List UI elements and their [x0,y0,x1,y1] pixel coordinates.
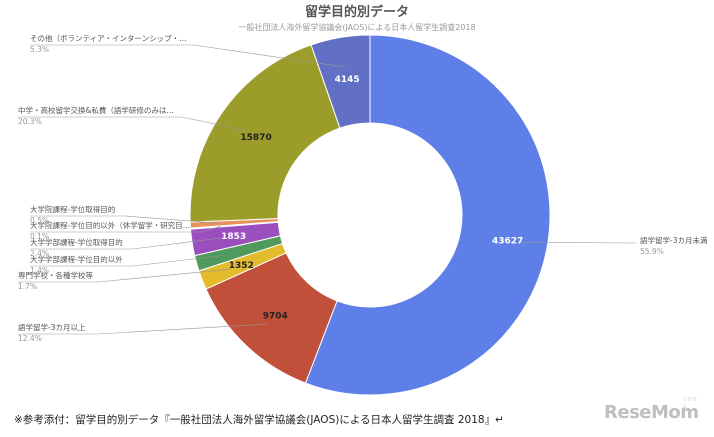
slice-7 [189,44,341,223]
leader-line-4 [30,237,222,250]
slice-percent-3: 1.4% [30,266,49,275]
footer-caption: ※参考添付：留学目的別データ『一般社団法人海外留学協議会(JAOS)による日本人… [14,414,504,426]
value-label-8: 4145 [335,75,360,85]
resemom-logo: ReseMom リセマム [604,397,699,423]
slice-label-0: 語学留学-3カ月未満 [640,235,708,245]
leader-line-3 [30,254,226,267]
value-label-0: 43627 [492,237,523,247]
leader-line-7 [18,116,247,131]
chart-title: 留学目的別データ [305,4,409,20]
slice-8 [310,34,371,129]
value-labels-group: 43627 9704 1352 1853 15870 4145 [221,75,523,321]
slice-percent-7: 20.3% [18,117,42,126]
slice-label-3: 大学学部課程-学位目的以外 [30,254,123,264]
slice-percent-6: 0.5% [30,216,49,225]
slice-label-1: 語学留学-3カ月以上 [18,322,86,332]
slice-percent-5: 0.1% [30,232,49,241]
slice-label-2: 専門学校・各種学校等 [18,270,93,280]
value-label-7: 15870 [240,133,271,143]
slice-percent-8: 5.3% [30,45,49,54]
slice-label-6: 大学院課程-学位取得目的 [30,204,115,214]
logo-text: ReseMom [604,402,699,423]
slice-percent-2: 1.7% [18,282,37,291]
slice-labels-group: 語学留学-3カ月未満 55.9% 語学留学-3カ月以上 12.4% 専門学校・各種学校等… [18,33,708,343]
slice-0 [304,34,551,396]
leader-line-5 [30,226,221,233]
value-label-4: 1853 [221,232,246,242]
leader-lines-group [18,44,637,335]
slice-label-7: 中学・高校留学交換&私費（語学研修のみは… [18,105,174,115]
slices-group [189,34,551,396]
leader-line-1 [18,323,268,335]
leader-line-8 [30,44,346,68]
slice-percent-4: 2.4% [30,249,49,258]
leader-line-6 [30,215,221,224]
value-label-1: 9704 [263,311,288,321]
leader-line-0 [517,242,637,244]
slice-percent-1: 12.4% [18,334,42,343]
slice-label-5: 大学院課程-学位目的以外（休学留学・研究目… [30,220,190,230]
logo-sup-text: リセマム [682,397,698,410]
leader-line-2 [18,268,231,283]
value-label-2: 1352 [229,261,254,271]
slice-label-4: 大学学部課程-学位取得目的 [30,237,123,247]
chart-subtitle: 一般社団法人海外留学協議会(JAOS)による日本人留学生調査2018 [238,22,475,32]
slice-percent-0: 55.9% [640,247,664,256]
slice-label-8: その他（ボランティア・インターンシップ・… [30,33,187,43]
